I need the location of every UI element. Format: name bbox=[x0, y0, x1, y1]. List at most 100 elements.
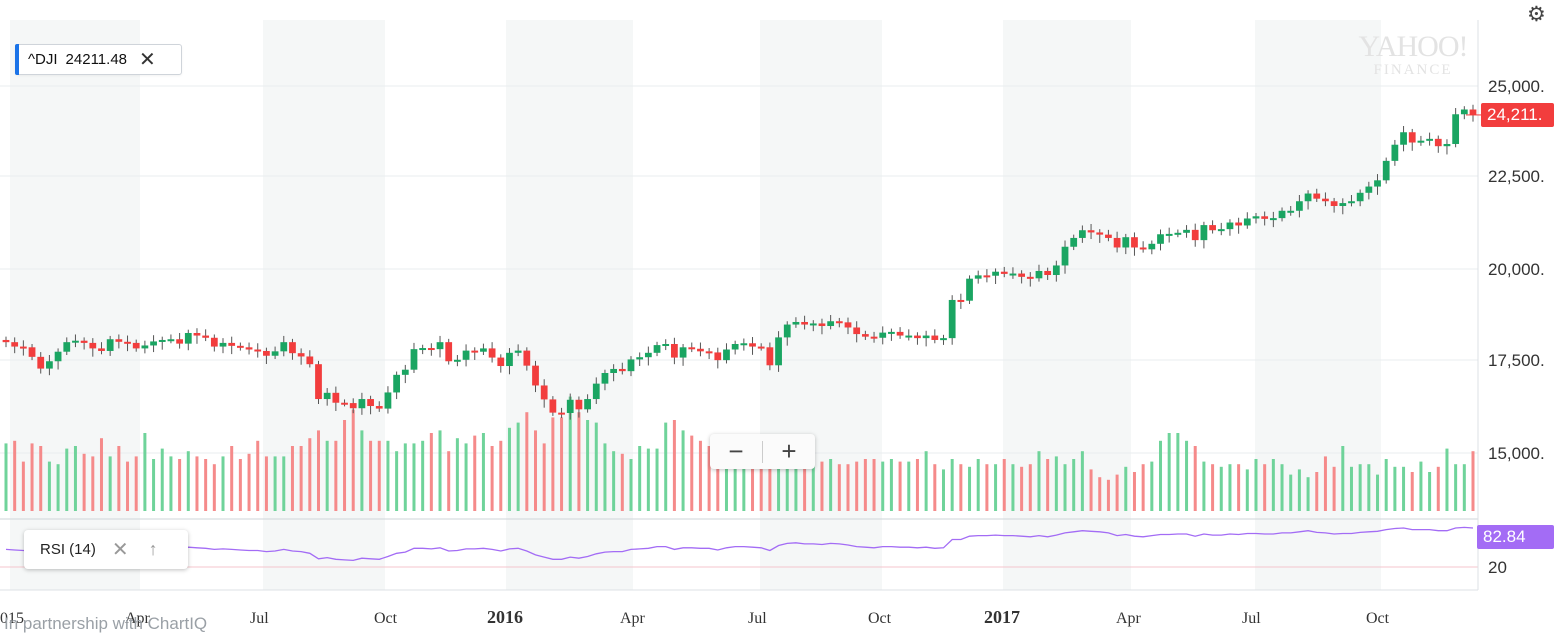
volume-bar bbox=[933, 464, 937, 511]
volume-bar bbox=[1132, 472, 1136, 511]
candle-body bbox=[914, 335, 921, 339]
symbol-legend: ^DJI 24211.48 ✕ bbox=[15, 44, 182, 75]
candle-body bbox=[193, 332, 201, 336]
volume-bar bbox=[1124, 466, 1128, 511]
volume-bar bbox=[924, 451, 928, 511]
volume-bar bbox=[221, 456, 225, 511]
grid-lines bbox=[0, 20, 1479, 591]
volume-bar bbox=[1054, 456, 1058, 511]
volume-bar bbox=[837, 464, 841, 511]
candle-body bbox=[46, 361, 53, 369]
volume-bar bbox=[1141, 464, 1145, 511]
remove-series-close-icon[interactable]: ✕ bbox=[139, 48, 156, 71]
candle-body bbox=[80, 340, 88, 343]
remove-study-close-icon[interactable]: ✕ bbox=[111, 539, 129, 561]
volume-bar bbox=[73, 446, 77, 511]
volume-bar bbox=[230, 446, 234, 511]
candle-body bbox=[1174, 232, 1182, 235]
volume-bar bbox=[403, 443, 407, 511]
volume-bar bbox=[863, 459, 867, 511]
candle-body bbox=[63, 342, 71, 352]
volume-bar bbox=[1028, 464, 1032, 511]
candle-body bbox=[1330, 201, 1338, 207]
rsi-line bbox=[5, 526, 1474, 562]
candle-body bbox=[37, 356, 45, 369]
rsi-current-value-tag: 82.84 bbox=[1477, 525, 1554, 549]
volume-bar bbox=[1219, 466, 1223, 511]
move-study-up-arrow-icon[interactable]: ↑ bbox=[148, 539, 158, 559]
candle-body bbox=[106, 339, 114, 351]
candle-body bbox=[835, 321, 843, 324]
volume-bar bbox=[395, 451, 399, 511]
candle-body bbox=[236, 345, 244, 348]
candle-body bbox=[1044, 270, 1052, 276]
volume-bar bbox=[169, 456, 173, 511]
volume-bar bbox=[39, 446, 43, 511]
candle-body bbox=[132, 342, 140, 349]
candle-body bbox=[636, 357, 644, 360]
volume-bar bbox=[1237, 464, 1241, 511]
candle-body bbox=[766, 347, 774, 366]
volume-bar bbox=[820, 461, 824, 511]
volume-bar bbox=[525, 412, 529, 511]
candle-body bbox=[740, 343, 748, 346]
volume-bar bbox=[204, 459, 208, 511]
volume-bar bbox=[672, 420, 676, 511]
candle-body bbox=[419, 348, 427, 351]
volume-bar bbox=[1367, 464, 1371, 511]
volume-bar bbox=[481, 433, 485, 511]
y-tick-label: 22,500. bbox=[1488, 167, 1545, 186]
volume-bar bbox=[99, 438, 103, 511]
candle-body bbox=[1070, 237, 1078, 247]
candle-body bbox=[54, 351, 62, 362]
candle-body bbox=[974, 275, 982, 279]
zoom-out-button[interactable]: − bbox=[728, 436, 744, 466]
volume-bar bbox=[568, 396, 572, 511]
volume-bar bbox=[1280, 464, 1284, 511]
candle-body bbox=[1209, 225, 1216, 231]
candle-body bbox=[1443, 143, 1451, 147]
volume-bar bbox=[655, 448, 659, 511]
candle-body bbox=[1148, 243, 1156, 250]
candle-body bbox=[662, 344, 670, 347]
volume-bar bbox=[1202, 461, 1206, 511]
y-tick-label: 20,000. bbox=[1488, 260, 1545, 279]
volume-bar bbox=[950, 459, 954, 511]
candle-body bbox=[1183, 229, 1190, 233]
candle-body bbox=[158, 339, 166, 342]
candle-body bbox=[1434, 138, 1442, 147]
candle-body bbox=[697, 348, 704, 352]
volume-bar bbox=[994, 464, 998, 511]
volume-bar bbox=[1349, 466, 1353, 511]
volume-bar bbox=[907, 461, 911, 511]
candle-body bbox=[1157, 234, 1164, 244]
gear-icon[interactable]: ⚙ bbox=[1527, 3, 1546, 26]
volume-bar bbox=[768, 456, 772, 511]
volume-bar bbox=[160, 448, 164, 511]
candle-body bbox=[705, 351, 713, 354]
volume-bar bbox=[586, 420, 590, 511]
candle-body bbox=[471, 350, 479, 353]
rsi-label: RSI (14) bbox=[40, 541, 96, 558]
volume-bar bbox=[1072, 459, 1076, 511]
x-tick-label: Jul bbox=[250, 610, 269, 627]
rsi-panel-plot bbox=[5, 526, 1474, 562]
volume-bar bbox=[134, 456, 138, 511]
candle-body bbox=[575, 399, 583, 410]
candle-body bbox=[905, 335, 913, 338]
candle-body bbox=[488, 348, 496, 358]
volume-bar bbox=[1454, 464, 1458, 511]
candle-body bbox=[966, 278, 973, 301]
zoom-in-button[interactable]: + bbox=[781, 436, 797, 466]
candle-body bbox=[315, 364, 322, 400]
volume-bar bbox=[1011, 464, 1015, 511]
volume-bar bbox=[473, 435, 477, 511]
volume-bar bbox=[195, 456, 199, 511]
volume-bar bbox=[308, 438, 312, 511]
candle-body bbox=[523, 350, 531, 366]
candle-body bbox=[671, 344, 678, 358]
x-tick-label: Oct bbox=[868, 610, 892, 627]
volume-bar bbox=[1436, 466, 1440, 511]
